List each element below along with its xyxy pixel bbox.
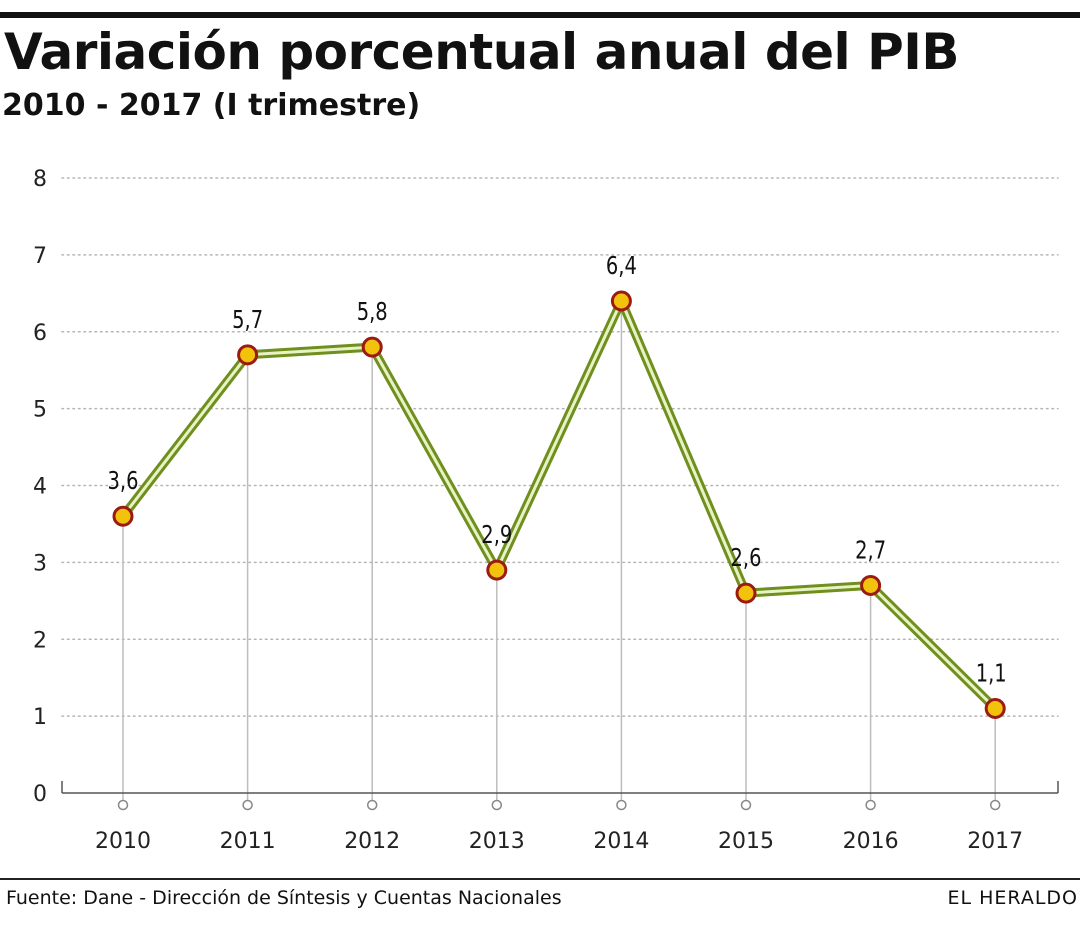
series-line-inner bbox=[121, 299, 997, 710]
x-tick-marker bbox=[242, 799, 253, 811]
y-tick-label: 5 bbox=[33, 398, 47, 423]
x-tick-label: 2017 bbox=[967, 829, 1023, 854]
y-tick-label: 3 bbox=[33, 551, 47, 576]
x-tick-marker bbox=[865, 799, 876, 811]
grid-lines bbox=[61, 177, 1059, 717]
x-tick-label: 2010 bbox=[95, 829, 151, 854]
source-note: Fuente: Dane - Dirección de Síntesis y C… bbox=[6, 887, 562, 909]
x-tick-label: 2012 bbox=[344, 829, 400, 854]
chart-subtitle: 2010 - 2017 (I trimestre) bbox=[2, 88, 421, 123]
y-tick-label: 0 bbox=[33, 782, 47, 807]
x-tick-marker bbox=[616, 799, 627, 811]
data-point bbox=[237, 344, 259, 366]
data-point bbox=[610, 290, 632, 312]
y-tick-label: 2 bbox=[33, 628, 47, 653]
chart-title: Variación porcentual anual del PIB bbox=[4, 23, 959, 81]
data-point bbox=[735, 582, 757, 604]
x-tick-marker bbox=[989, 799, 1001, 811]
footer-rule bbox=[0, 878, 1080, 880]
data-label: 1,1 bbox=[976, 659, 1007, 688]
x-tick-label: 2016 bbox=[843, 829, 899, 854]
x-tick-marker bbox=[117, 799, 129, 811]
y-tick-label: 7 bbox=[33, 244, 47, 269]
data-label: 3,6 bbox=[108, 467, 139, 496]
series-line bbox=[118, 296, 1000, 713]
data-point bbox=[984, 697, 1006, 719]
y-tick-label: 4 bbox=[33, 475, 47, 500]
top-rule bbox=[0, 12, 1080, 18]
x-tick-label: 2011 bbox=[220, 829, 276, 854]
data-label: 2,9 bbox=[481, 521, 512, 550]
x-tick-label: 2013 bbox=[469, 829, 525, 854]
data-label: 6,4 bbox=[606, 252, 637, 281]
publisher-credit: EL HERALDO bbox=[947, 887, 1078, 909]
data-label: 2,7 bbox=[855, 536, 886, 565]
y-tick-label: 1 bbox=[33, 705, 47, 730]
data-point bbox=[486, 559, 508, 581]
x-tick-marker bbox=[491, 799, 503, 811]
y-tick-label: 6 bbox=[33, 321, 47, 346]
x-tick-marker bbox=[740, 799, 752, 811]
data-label: 5,7 bbox=[232, 306, 263, 335]
x-axis-ticks: 2010 2011 2012 2013 2014 2015 2016 2017 bbox=[95, 799, 1023, 854]
drop-lines bbox=[122, 301, 996, 800]
data-point bbox=[361, 336, 383, 358]
y-tick-label: 8 bbox=[33, 167, 47, 192]
data-points bbox=[112, 290, 1006, 719]
x-axis bbox=[61, 781, 1059, 794]
x-tick-label: 2014 bbox=[593, 829, 649, 854]
data-label: 5,8 bbox=[357, 298, 388, 327]
data-label: 2,6 bbox=[731, 544, 762, 573]
data-point bbox=[112, 505, 134, 527]
y-axis-ticks: 0 1 2 3 4 5 6 7 8 bbox=[33, 167, 47, 807]
data-point bbox=[860, 574, 882, 596]
x-tick-marker bbox=[366, 799, 378, 811]
data-labels: 3,6 5,7 5,8 2,9 6,4 2,6 2,7 1,1 bbox=[108, 252, 1007, 688]
x-tick-label: 2015 bbox=[718, 829, 774, 854]
